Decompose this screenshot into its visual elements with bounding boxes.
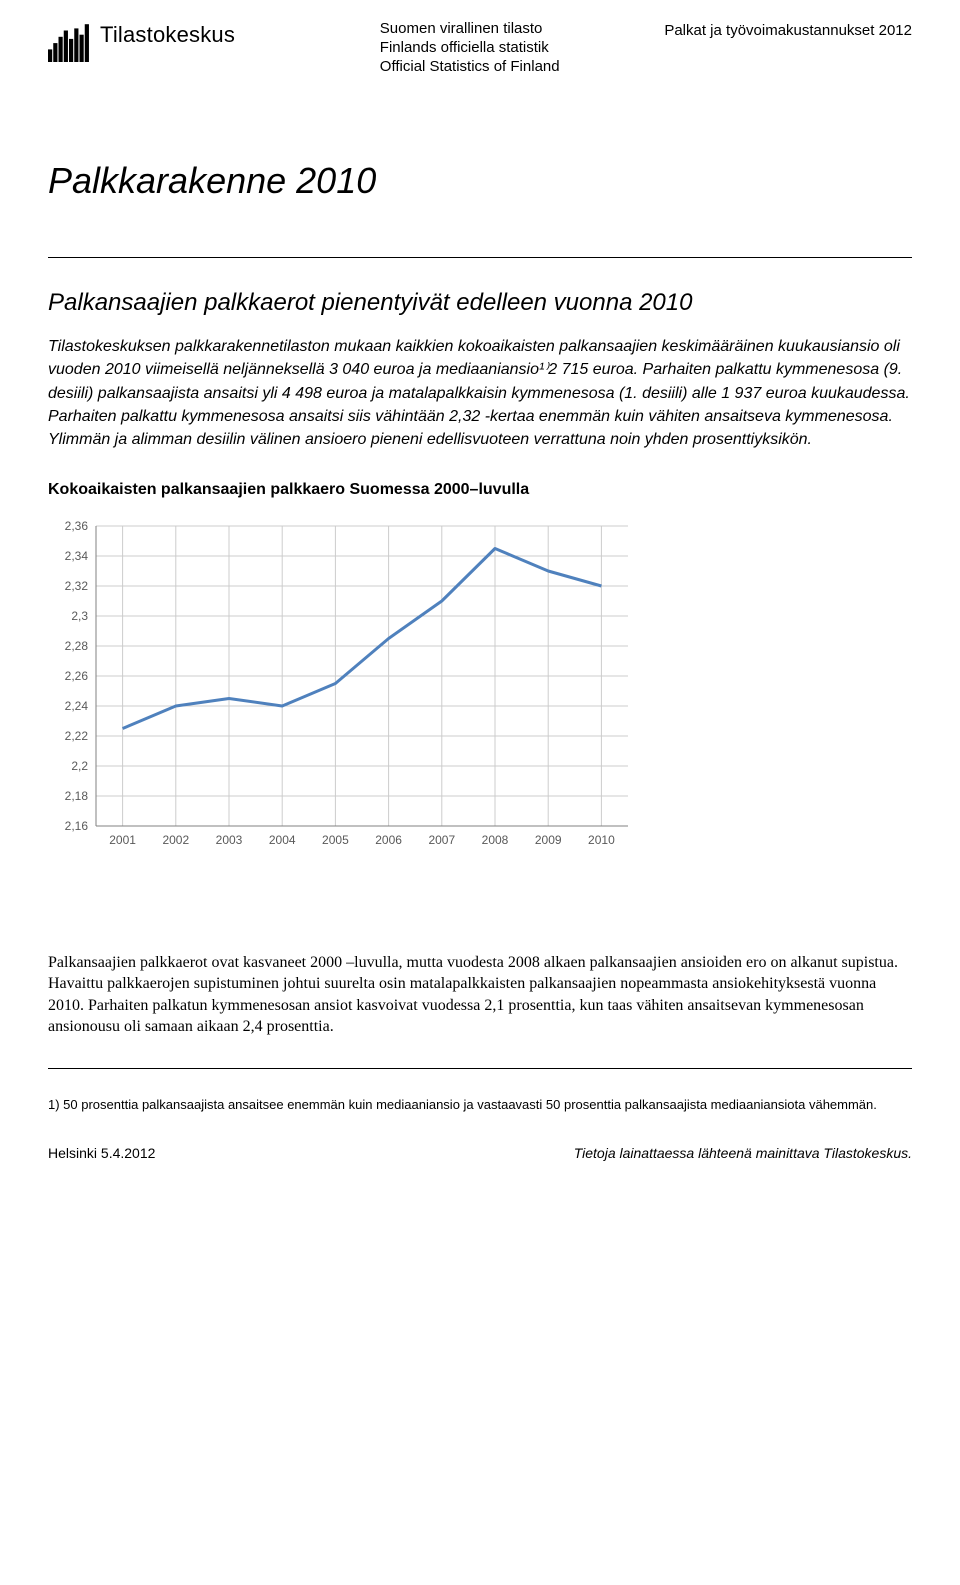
svg-text:2008: 2008 [482,833,509,847]
svg-text:2,2: 2,2 [71,759,88,773]
svg-text:2,26: 2,26 [65,669,89,683]
svg-text:2,22: 2,22 [65,729,89,743]
chart-container: 2,16 2,18 2,2 2,22 2,24 2,26 2,28 2,3 2,32 2,34 2,… [48,516,912,862]
line-chart: 2,16 2,18 2,2 2,22 2,24 2,26 2,28 2,3 2,32 2,34 2,… [48,516,638,856]
header-topic: Palkat ja työvoimakustannukset 2012 [664,20,912,41]
footer: Helsinki 5.4.2012 Tietoja lainattaessa l… [48,1144,912,1164]
svg-text:2001: 2001 [109,833,136,847]
svg-text:2007: 2007 [428,833,455,847]
svg-text:2,32: 2,32 [65,579,89,593]
official-line-2: Finlands officiella statistik [380,39,560,58]
svg-text:2006: 2006 [375,833,402,847]
official-line-3: Official Statistics of Finland [380,58,560,77]
page-title: Palkkarakenne 2010 [48,156,912,206]
svg-text:2003: 2003 [216,833,243,847]
svg-text:2,16: 2,16 [65,819,89,833]
svg-text:2,34: 2,34 [65,549,89,563]
divider-lower [48,1068,912,1069]
logo-block: Tilastokeskus [48,20,235,62]
svg-text:2,24: 2,24 [65,699,89,713]
svg-text:2,28: 2,28 [65,639,89,653]
org-name: Tilastokeskus [100,20,235,51]
svg-text:2009: 2009 [535,833,562,847]
subtitle: Palkansaajien palkkaerot pienentyivät ed… [48,286,912,320]
lead-paragraph: Tilastokeskuksen palkkarakennetilaston m… [48,335,912,451]
footer-citation: Tietoja lainattaessa lähteenä mainittava… [574,1144,912,1164]
official-statistics-block: Suomen virallinen tilasto Finlands offic… [380,20,560,76]
svg-text:2010: 2010 [588,833,615,847]
svg-text:2,3: 2,3 [71,609,88,623]
body-paragraph: Palkansaajien palkkaerot ovat kasvaneet … [48,952,912,1038]
logo-icon [48,20,90,62]
svg-text:2002: 2002 [162,833,189,847]
footnote: 1) 50 prosenttia palkansaajista ansaitse… [48,1097,912,1114]
svg-text:2,18: 2,18 [65,789,89,803]
footer-date: Helsinki 5.4.2012 [48,1144,155,1164]
svg-text:2005: 2005 [322,833,349,847]
header: Tilastokeskus Suomen virallinen tilasto … [48,20,912,76]
svg-text:2,36: 2,36 [65,519,89,533]
divider [48,257,912,258]
svg-text:2004: 2004 [269,833,296,847]
chart-heading: Kokoaikaisten palkansaajien palkkaero Su… [48,479,912,501]
official-line-1: Suomen virallinen tilasto [380,20,560,39]
